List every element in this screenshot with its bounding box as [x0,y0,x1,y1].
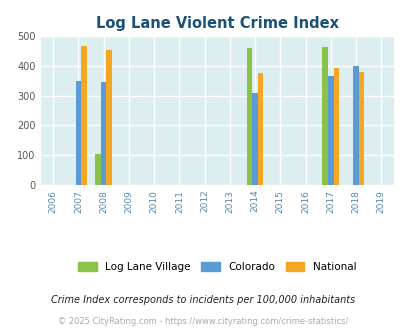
Bar [252,93,257,185]
Bar [106,50,112,185]
Bar [81,46,87,185]
Bar [246,48,252,185]
Bar [327,77,333,185]
Text: © 2025 CityRating.com - https://www.cityrating.com/crime-statistics/: © 2025 CityRating.com - https://www.city… [58,317,347,326]
Bar [333,68,338,185]
Text: Crime Index corresponds to incidents per 100,000 inhabitants: Crime Index corresponds to incidents per… [51,295,354,305]
Bar [322,47,327,185]
Bar [95,154,101,185]
Bar [101,82,106,185]
Bar [358,72,363,185]
Bar [257,73,263,185]
Bar [352,66,358,185]
Bar [75,81,81,185]
Legend: Log Lane Village, Colorado, National: Log Lane Village, Colorado, National [73,257,360,278]
Title: Log Lane Violent Crime Index: Log Lane Violent Crime Index [96,16,338,31]
